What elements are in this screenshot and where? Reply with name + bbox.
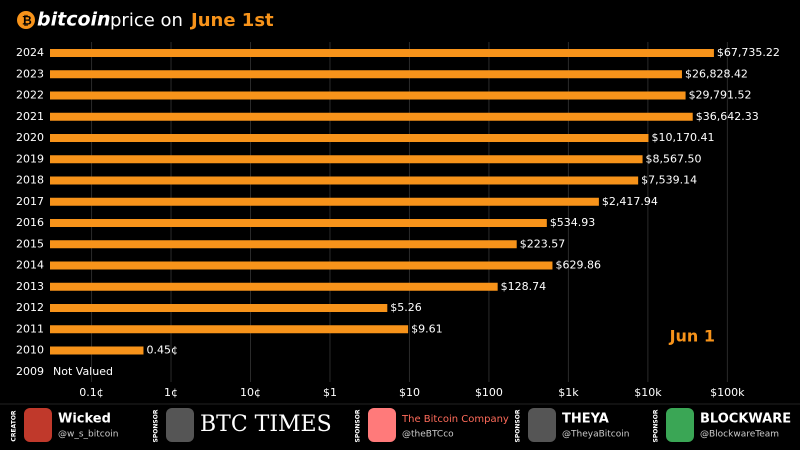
sponsor-name: THEYA <box>562 412 609 427</box>
value-label: $10,170.41 <box>651 131 714 144</box>
sponsor-handle: @BlockwareTeam <box>700 430 779 440</box>
logo-glyph: ₿ <box>22 14 32 28</box>
footer-role: SPONSOR <box>355 409 362 442</box>
value-label: $2,417.94 <box>602 195 658 208</box>
y-tick-label: 2021 <box>16 110 44 123</box>
x-tick-label: $1k <box>558 386 579 399</box>
bar <box>50 155 643 164</box>
sponsor-name: BLOCKWARE <box>700 412 791 427</box>
y-tick-label: 2010 <box>16 344 44 357</box>
bar <box>50 197 599 206</box>
y-tick-label: 2020 <box>16 131 44 144</box>
y-tick-label: 2016 <box>16 216 44 229</box>
value-label: $5.26 <box>390 301 422 314</box>
sponsor-logo <box>24 408 52 442</box>
sponsor-name: The Bitcoin Company <box>401 414 509 425</box>
sponsor-handle: @theBTCco <box>402 430 454 440</box>
value-label: $7,539.14 <box>641 174 697 187</box>
sponsor-handle: @w_s_bitcoin <box>58 430 118 440</box>
bar <box>50 112 693 121</box>
x-tick-label: $100 <box>475 386 503 399</box>
x-tick-label: $10k <box>634 386 662 399</box>
x-tick-label: $1 <box>323 386 337 399</box>
bar <box>50 325 409 334</box>
footer-role: SPONSOR <box>515 409 522 442</box>
y-tick-label: 2011 <box>16 322 44 335</box>
value-label: $534.93 <box>550 216 596 229</box>
bar <box>50 240 517 249</box>
value-label: $36,642.33 <box>696 110 759 123</box>
y-tick-label: 2022 <box>16 89 44 102</box>
sponsor-logo <box>666 408 694 442</box>
value-label: $26,828.42 <box>685 67 748 80</box>
y-tick-label: 2024 <box>16 46 44 59</box>
sponsor-handle: @TheyaBitcoin <box>562 430 629 440</box>
y-tick-label: 2009 <box>16 365 44 378</box>
footer-role: CREATOR <box>11 410 18 441</box>
y-tick-label: 2017 <box>16 195 44 208</box>
y-tick-label: 2018 <box>16 174 44 187</box>
y-tick-label: 2023 <box>16 67 44 80</box>
value-label: $629.86 <box>555 259 601 272</box>
bar <box>50 70 682 79</box>
footer-role: SPONSOR <box>653 409 660 442</box>
y-tick-label: 2015 <box>16 237 44 250</box>
value-label: $67,735.22 <box>717 46 780 59</box>
x-tick-label: $10 <box>399 386 420 399</box>
y-tick-label: 2014 <box>16 259 44 272</box>
bar <box>50 282 498 291</box>
sponsor-logo <box>368 408 396 442</box>
bar <box>50 49 714 57</box>
title-text: price on <box>110 10 183 31</box>
bar <box>50 91 686 100</box>
title-highlight: June 1st <box>189 10 274 31</box>
value-label: $9.61 <box>411 322 443 335</box>
x-tick-label: 10¢ <box>240 386 261 399</box>
annotation: Jun 1 <box>669 327 715 346</box>
sponsor-logo <box>166 408 194 442</box>
y-tick-label: 2012 <box>16 301 44 314</box>
bar <box>50 219 547 227</box>
bar <box>50 134 649 142</box>
bar <box>50 304 388 312</box>
value-label: $128.74 <box>501 280 547 293</box>
footer-role: SPONSOR <box>153 409 160 442</box>
bar <box>50 176 639 185</box>
bitcoin-logo <box>17 11 35 29</box>
value-label: 0.45¢ <box>146 344 178 357</box>
value-label: $223.57 <box>520 237 566 250</box>
bar <box>50 346 144 355</box>
title-brand: bitcoin <box>37 9 111 31</box>
value-label: Not Valued <box>53 365 113 378</box>
sponsor-logo <box>528 408 556 442</box>
y-tick-label: 2013 <box>16 280 44 293</box>
value-label: $8,567.50 <box>646 152 702 165</box>
sponsor-name: BTC TIMES <box>200 412 332 437</box>
y-tick-label: 2019 <box>16 152 44 165</box>
x-tick-label: 0.1¢ <box>79 386 104 399</box>
sponsor-name: Wicked <box>58 412 111 427</box>
x-tick-label: 1¢ <box>164 386 178 399</box>
value-label: $29,791.52 <box>689 89 752 102</box>
bar <box>50 261 553 270</box>
x-tick-label: $100k <box>710 386 745 399</box>
